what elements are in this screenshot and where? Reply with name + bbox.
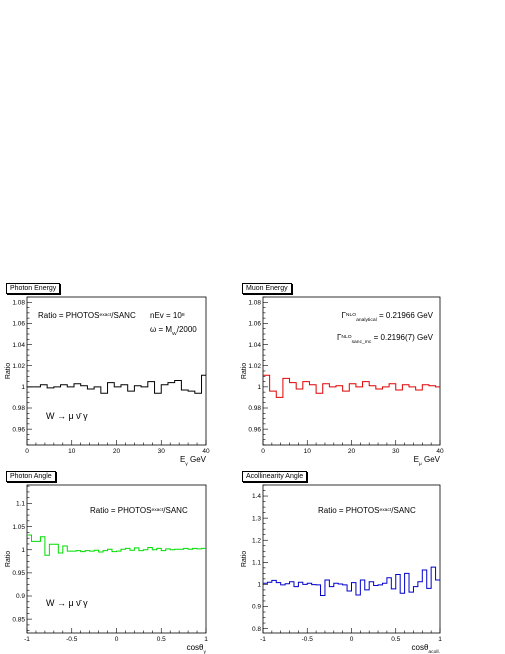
x-tick-label: 0 bbox=[350, 636, 354, 643]
x-tick-label: 0.5 bbox=[157, 636, 166, 643]
histogram-series bbox=[27, 374, 206, 394]
y-tick-label: 0.85 bbox=[12, 616, 25, 623]
x-tick-label: -1 bbox=[260, 636, 266, 643]
annotation-text: ΓNLOanalytical = 0.21966 GeV bbox=[341, 311, 433, 323]
chart-title: Photon Energy bbox=[6, 283, 61, 294]
chart-title: Muon Energy bbox=[242, 283, 292, 294]
y-tick-label: 1 bbox=[257, 582, 261, 589]
y-axis-label: Ratio bbox=[5, 363, 12, 379]
y-axis-label: Ratio bbox=[5, 551, 12, 567]
y-tick-label: 1.3 bbox=[252, 515, 261, 522]
x-axis-label: cosθγ bbox=[187, 643, 207, 654]
x-axis-label: Eγ GeV bbox=[180, 455, 207, 467]
y-axis-label: Ratio bbox=[241, 363, 248, 379]
x-tick-label: 1 bbox=[204, 636, 208, 643]
x-tick-label: 0 bbox=[261, 448, 265, 455]
annotation-text: ΓNLOsanc_mc = 0.2196(7) GeV bbox=[337, 333, 434, 345]
x-tick-label: 30 bbox=[392, 448, 400, 455]
annotation-text: nEv = 108 bbox=[150, 311, 185, 320]
x-tick-label: 10 bbox=[68, 448, 76, 455]
x-axis-label: Eμ GeV bbox=[414, 455, 441, 467]
y-tick-label: 1.06 bbox=[248, 321, 261, 328]
y-tick-label: 0.96 bbox=[12, 426, 25, 433]
y-tick-label: 1.04 bbox=[12, 342, 25, 349]
y-tick-label: 0.8 bbox=[252, 626, 261, 633]
histogram-series bbox=[263, 566, 440, 596]
y-tick-label: 1.06 bbox=[12, 321, 25, 328]
x-tick-label: -0.5 bbox=[302, 636, 314, 643]
histogram-series bbox=[27, 534, 206, 556]
histogram-series bbox=[263, 374, 440, 398]
annotation-text: Ratio = PHOTOSexact/SANC bbox=[38, 311, 136, 320]
annotation-text: W → μ ν̄ γ bbox=[46, 598, 88, 608]
y-tick-label: 1.1 bbox=[16, 501, 25, 508]
y-tick-label: 1.08 bbox=[248, 299, 261, 306]
x-tick-label: 0 bbox=[25, 448, 29, 455]
x-tick-label: 1 bbox=[438, 636, 442, 643]
x-tick-label: 40 bbox=[436, 448, 444, 455]
x-tick-label: 40 bbox=[202, 448, 210, 455]
y-tick-label: 1 bbox=[257, 384, 261, 391]
y-tick-label: 0.95 bbox=[12, 570, 25, 577]
x-tick-label: 20 bbox=[113, 448, 121, 455]
x-tick-label: 20 bbox=[348, 448, 356, 455]
annotation-text: W → μ ν̄ γ bbox=[46, 411, 88, 421]
x-tick-label: 0 bbox=[115, 636, 119, 643]
x-axis-label: cosθacoll. bbox=[412, 643, 440, 654]
x-tick-label: 0.5 bbox=[391, 636, 400, 643]
y-axis-label: Ratio bbox=[241, 551, 248, 567]
y-tick-label: 1.05 bbox=[12, 524, 25, 531]
x-tick-label: -1 bbox=[24, 636, 30, 643]
y-tick-label: 0.98 bbox=[12, 405, 25, 412]
y-tick-label: 1.02 bbox=[12, 363, 25, 370]
annotation-text: Ratio = PHOTOSexact/SANC bbox=[318, 506, 416, 515]
y-tick-label: 1.08 bbox=[12, 299, 25, 306]
x-tick-label: -0.5 bbox=[66, 636, 78, 643]
y-tick-label: 1 bbox=[21, 384, 25, 391]
annotation-text: Ratio = PHOTOSexact/SANC bbox=[90, 506, 188, 515]
y-tick-label: 0.98 bbox=[248, 405, 261, 412]
annotation-text: ω = MW/2000 bbox=[150, 325, 197, 337]
y-tick-label: 1.1 bbox=[252, 560, 261, 567]
y-tick-label: 1 bbox=[21, 547, 25, 554]
x-tick-label: 10 bbox=[304, 448, 312, 455]
y-tick-label: 1.2 bbox=[252, 537, 261, 544]
chart-title: Photon Angle bbox=[6, 471, 56, 482]
chart-title: Acollinearity Angle bbox=[242, 471, 308, 482]
y-tick-label: 0.9 bbox=[252, 604, 261, 611]
y-tick-label: 1.4 bbox=[252, 493, 261, 500]
y-tick-label: 1.04 bbox=[248, 342, 261, 349]
x-tick-label: 30 bbox=[158, 448, 166, 455]
y-tick-label: 0.9 bbox=[16, 593, 25, 600]
y-tick-label: 1.02 bbox=[248, 363, 261, 370]
y-tick-label: 0.96 bbox=[248, 426, 261, 433]
